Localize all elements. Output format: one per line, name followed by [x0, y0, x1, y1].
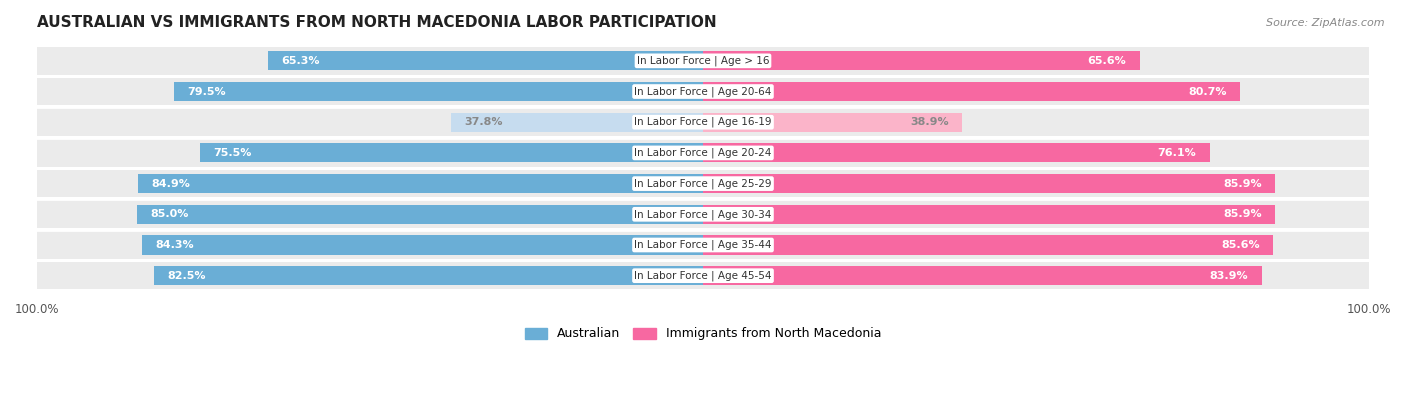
Text: 85.0%: 85.0%	[150, 209, 188, 219]
Bar	[703, 82, 1240, 101]
Bar	[37, 170, 703, 198]
Bar	[703, 205, 1275, 224]
Bar	[138, 205, 703, 224]
Text: 80.7%: 80.7%	[1188, 87, 1227, 96]
Text: 37.8%: 37.8%	[464, 117, 503, 127]
Text: In Labor Force | Age 20-24: In Labor Force | Age 20-24	[634, 148, 772, 158]
Text: AUSTRALIAN VS IMMIGRANTS FROM NORTH MACEDONIA LABOR PARTICIPATION: AUSTRALIAN VS IMMIGRANTS FROM NORTH MACE…	[37, 15, 717, 30]
Bar	[703, 266, 1261, 285]
Bar	[37, 231, 703, 259]
Bar	[703, 143, 1209, 162]
Bar	[142, 235, 703, 254]
Text: 85.6%: 85.6%	[1220, 240, 1260, 250]
Text: 83.9%: 83.9%	[1209, 271, 1249, 281]
Bar	[269, 51, 703, 70]
Text: 85.9%: 85.9%	[1223, 209, 1261, 219]
Bar	[138, 174, 703, 193]
Bar	[37, 262, 703, 290]
Text: 84.3%: 84.3%	[155, 240, 194, 250]
Bar	[153, 266, 703, 285]
Text: In Labor Force | Age 20-64: In Labor Force | Age 20-64	[634, 86, 772, 97]
Text: 85.9%: 85.9%	[1223, 179, 1261, 188]
Bar	[703, 174, 1275, 193]
Text: 38.9%: 38.9%	[910, 117, 949, 127]
Text: 82.5%: 82.5%	[167, 271, 205, 281]
Bar	[37, 78, 703, 105]
Bar	[703, 78, 1369, 105]
Bar	[37, 47, 703, 75]
Text: In Labor Force | Age 45-54: In Labor Force | Age 45-54	[634, 271, 772, 281]
Legend: Australian, Immigrants from North Macedonia: Australian, Immigrants from North Macedo…	[520, 322, 886, 346]
Bar	[703, 108, 1369, 136]
Text: In Labor Force | Age 25-29: In Labor Force | Age 25-29	[634, 179, 772, 189]
Bar	[451, 113, 703, 132]
Bar	[703, 113, 962, 132]
Text: 79.5%: 79.5%	[187, 87, 226, 96]
Text: In Labor Force | Age 30-34: In Labor Force | Age 30-34	[634, 209, 772, 220]
Bar	[703, 235, 1272, 254]
Bar	[37, 139, 703, 167]
Bar	[703, 51, 1140, 70]
Bar	[37, 108, 703, 136]
Text: Source: ZipAtlas.com: Source: ZipAtlas.com	[1267, 18, 1385, 28]
Bar	[37, 201, 703, 228]
Text: 75.5%: 75.5%	[214, 148, 252, 158]
Text: In Labor Force | Age 35-44: In Labor Force | Age 35-44	[634, 240, 772, 250]
Bar	[201, 143, 703, 162]
Bar	[174, 82, 703, 101]
Bar	[703, 47, 1369, 75]
Bar	[703, 201, 1369, 228]
Text: In Labor Force | Age > 16: In Labor Force | Age > 16	[637, 56, 769, 66]
Bar	[703, 262, 1369, 290]
Text: 65.6%: 65.6%	[1088, 56, 1126, 66]
Text: In Labor Force | Age 16-19: In Labor Force | Age 16-19	[634, 117, 772, 128]
Bar	[703, 139, 1369, 167]
Text: 65.3%: 65.3%	[281, 56, 321, 66]
Bar	[703, 170, 1369, 198]
Bar	[703, 231, 1369, 259]
Text: 84.9%: 84.9%	[150, 179, 190, 188]
Text: 76.1%: 76.1%	[1157, 148, 1197, 158]
